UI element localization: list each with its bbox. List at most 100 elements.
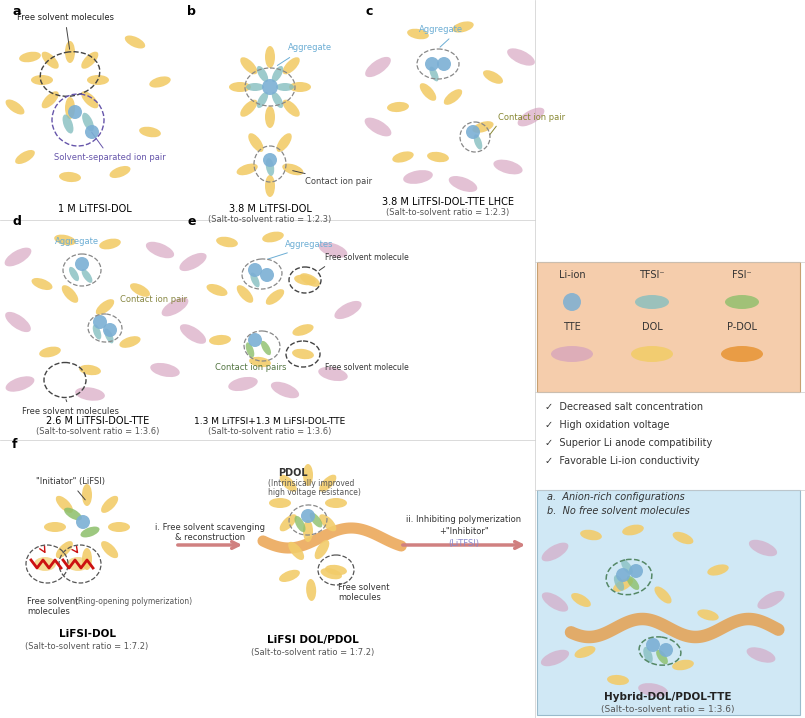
Ellipse shape: [310, 513, 322, 528]
Ellipse shape: [249, 357, 271, 367]
Ellipse shape: [749, 540, 777, 556]
Text: PDOL: PDOL: [278, 468, 308, 478]
Ellipse shape: [541, 650, 569, 666]
Ellipse shape: [315, 540, 329, 559]
FancyBboxPatch shape: [537, 490, 800, 715]
Ellipse shape: [62, 285, 78, 303]
Ellipse shape: [237, 285, 254, 303]
Text: ✓  Favorable Li-ion conductivity: ✓ Favorable Li-ion conductivity: [545, 456, 700, 466]
Ellipse shape: [627, 576, 639, 590]
Ellipse shape: [283, 164, 303, 175]
Text: molecules: molecules: [27, 607, 70, 616]
Circle shape: [301, 509, 315, 523]
Circle shape: [248, 333, 262, 347]
Ellipse shape: [419, 83, 436, 101]
Ellipse shape: [125, 35, 145, 49]
Ellipse shape: [493, 159, 522, 174]
Ellipse shape: [448, 176, 477, 192]
Text: Free solvent molecules: Free solvent molecules: [22, 400, 119, 416]
Ellipse shape: [99, 238, 121, 249]
Text: 2.6 M LiTFSI-DOL-TTE: 2.6 M LiTFSI-DOL-TTE: [47, 416, 150, 426]
Text: (Salt-to-solvent ratio = 1:7.2): (Salt-to-solvent ratio = 1:7.2): [26, 642, 149, 651]
Circle shape: [437, 57, 451, 71]
Text: 1.3 M LiTFSI+1.3 M LiFSI-DOL-TTE: 1.3 M LiTFSI+1.3 M LiFSI-DOL-TTE: [194, 417, 345, 426]
Text: ✓  Decreased salt concentration: ✓ Decreased salt concentration: [545, 402, 703, 412]
Circle shape: [68, 105, 82, 119]
Text: P-DOL: P-DOL: [727, 322, 757, 332]
Text: TFSI⁻: TFSI⁻: [639, 270, 665, 280]
Text: (Salt-to-solvent ratio = 1:3.6): (Salt-to-solvent ratio = 1:3.6): [601, 705, 735, 714]
Ellipse shape: [269, 498, 291, 508]
Ellipse shape: [119, 336, 141, 348]
Ellipse shape: [42, 52, 59, 69]
Ellipse shape: [643, 647, 653, 663]
Ellipse shape: [306, 579, 316, 601]
Ellipse shape: [654, 587, 671, 604]
Text: i. Free solvent scavenging: i. Free solvent scavenging: [155, 523, 265, 532]
Ellipse shape: [265, 175, 275, 197]
Text: 3.8 M LiTFSI-DOL: 3.8 M LiTFSI-DOL: [229, 204, 312, 214]
Ellipse shape: [162, 298, 188, 317]
Circle shape: [93, 315, 107, 329]
Ellipse shape: [54, 235, 76, 246]
Ellipse shape: [216, 237, 237, 247]
Text: LiFSI-DOL: LiFSI-DOL: [59, 629, 115, 639]
Ellipse shape: [130, 283, 150, 297]
Ellipse shape: [303, 464, 313, 486]
Ellipse shape: [473, 121, 493, 133]
Ellipse shape: [248, 134, 263, 152]
Ellipse shape: [246, 342, 254, 358]
Text: (Salt-to-solvent ratio = 1:2.3): (Salt-to-solvent ratio = 1:2.3): [386, 208, 510, 217]
Text: a: a: [12, 5, 20, 18]
Ellipse shape: [289, 82, 311, 92]
Ellipse shape: [87, 75, 109, 85]
Ellipse shape: [270, 382, 299, 398]
Ellipse shape: [69, 267, 79, 281]
Ellipse shape: [272, 66, 283, 82]
Ellipse shape: [34, 557, 56, 571]
Ellipse shape: [67, 557, 89, 571]
Text: Solvent-separated ion pair: Solvent-separated ion pair: [54, 132, 166, 162]
Ellipse shape: [240, 100, 258, 117]
Text: & reconstruction: & reconstruction: [175, 533, 245, 542]
Text: Free solvent molecule: Free solvent molecule: [325, 253, 409, 262]
Ellipse shape: [65, 41, 75, 63]
Ellipse shape: [303, 520, 313, 542]
Ellipse shape: [44, 522, 66, 532]
Ellipse shape: [151, 363, 180, 377]
Ellipse shape: [407, 29, 429, 39]
Ellipse shape: [622, 525, 644, 536]
Ellipse shape: [638, 683, 668, 697]
Ellipse shape: [261, 341, 271, 355]
Text: "Initiator" (LiFSI): "Initiator" (LiFSI): [35, 477, 105, 500]
Ellipse shape: [265, 46, 275, 68]
Ellipse shape: [613, 578, 633, 592]
Ellipse shape: [80, 526, 100, 538]
Ellipse shape: [614, 575, 624, 591]
Ellipse shape: [6, 376, 35, 392]
Ellipse shape: [320, 568, 342, 579]
Ellipse shape: [288, 542, 304, 560]
Ellipse shape: [262, 232, 284, 243]
Text: FSI⁻: FSI⁻: [733, 270, 752, 280]
Ellipse shape: [180, 253, 207, 271]
Ellipse shape: [300, 274, 320, 286]
Ellipse shape: [672, 660, 694, 671]
Ellipse shape: [444, 89, 462, 105]
Ellipse shape: [279, 570, 300, 582]
Ellipse shape: [621, 559, 633, 574]
Text: Free solvent: Free solvent: [27, 597, 79, 606]
Ellipse shape: [257, 92, 268, 108]
Ellipse shape: [75, 387, 105, 401]
Ellipse shape: [725, 295, 759, 309]
Text: (Salt-to-solvent ratio = 1:3.6): (Salt-to-solvent ratio = 1:3.6): [208, 427, 332, 436]
Ellipse shape: [746, 647, 775, 663]
Circle shape: [76, 515, 90, 529]
Ellipse shape: [31, 75, 53, 85]
Ellipse shape: [758, 591, 785, 609]
Circle shape: [425, 57, 439, 71]
Ellipse shape: [209, 335, 231, 345]
Ellipse shape: [82, 484, 92, 506]
Ellipse shape: [473, 134, 482, 149]
Ellipse shape: [229, 82, 251, 92]
